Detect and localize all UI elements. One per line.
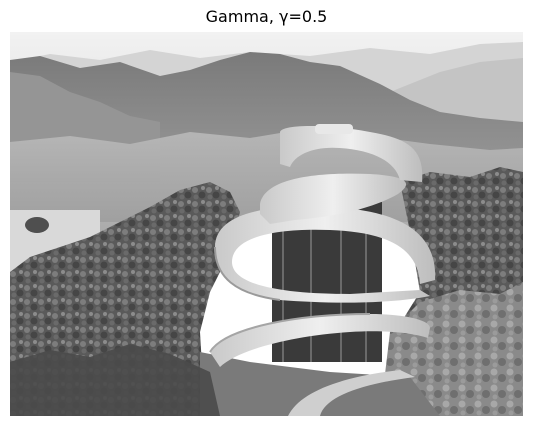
island <box>25 217 49 233</box>
ribbon-top <box>280 126 423 182</box>
foreground-trees <box>10 344 220 416</box>
photo-frame <box>10 32 523 416</box>
walking-path <box>288 370 415 416</box>
figure-title: Gamma, γ=0.5 <box>205 7 328 26</box>
observation-deck <box>315 124 353 134</box>
ribbon-bottom <box>210 314 430 367</box>
ground <box>200 352 440 416</box>
ribbon-middle <box>260 173 407 224</box>
ribbon-lower <box>215 206 436 303</box>
photo <box>10 32 523 416</box>
trees-bright-right <box>380 282 523 416</box>
